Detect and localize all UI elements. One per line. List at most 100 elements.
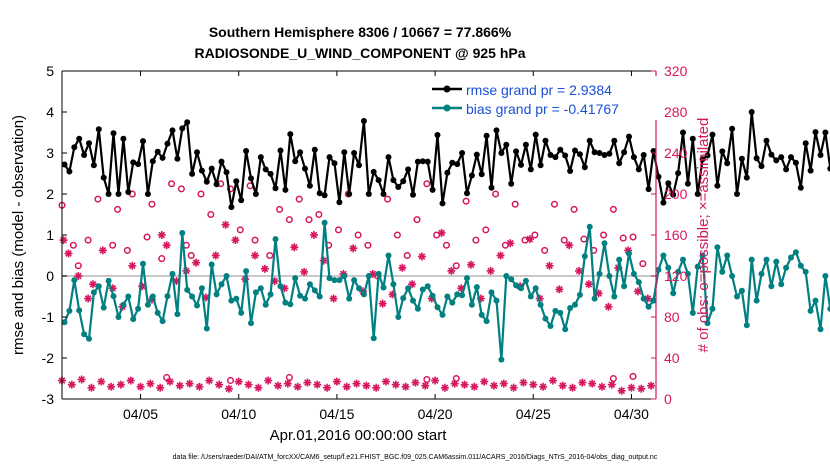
- rmse-point: [332, 160, 338, 166]
- rmse-point: [116, 191, 122, 197]
- obs-assimilated-marker: [166, 378, 174, 386]
- bias-point: [430, 293, 436, 299]
- obs-assimilated-marker: [496, 252, 504, 260]
- obs-assimilated-marker: [519, 379, 527, 387]
- bias-point: [435, 304, 441, 310]
- bias-point: [170, 271, 176, 277]
- bias-point: [621, 283, 627, 289]
- bias-point: [444, 294, 450, 300]
- bias-point: [199, 285, 205, 291]
- bias-point: [528, 294, 534, 300]
- legend-bias-marker: [444, 105, 451, 112]
- obs-assimilated-marker: [637, 385, 645, 393]
- obs-assimilated-marker: [392, 381, 400, 389]
- obs-assimilated-marker: [158, 231, 166, 239]
- rmse-point: [788, 154, 794, 160]
- bias-point: [822, 273, 828, 279]
- x-tick-label: 04/25: [516, 406, 551, 422]
- bias-point: [145, 302, 151, 308]
- bias-point: [184, 287, 190, 293]
- obs-assimilated-marker: [353, 380, 361, 388]
- bias-point: [312, 287, 318, 293]
- rmse-point: [307, 183, 313, 189]
- obs-assimilated-marker: [225, 385, 233, 393]
- bias-point: [150, 294, 156, 300]
- obs-assimilated-marker: [578, 379, 586, 387]
- rmse-point: [636, 166, 642, 172]
- rmse-point: [179, 125, 185, 131]
- rmse-point: [253, 191, 259, 197]
- bias-point: [253, 289, 259, 295]
- obs-assimilated-marker: [264, 377, 272, 385]
- bias-point: [597, 271, 603, 277]
- bias-point: [494, 298, 500, 304]
- bias-point: [376, 271, 382, 277]
- bias-point: [224, 273, 230, 279]
- rmse-point: [714, 183, 720, 189]
- obs-assimilated-marker: [163, 241, 171, 249]
- obs-assimilated-marker: [411, 379, 419, 387]
- bias-point: [361, 291, 367, 297]
- bias-point: [538, 302, 544, 308]
- obs-assimilated-marker: [362, 382, 370, 390]
- bias-point: [577, 292, 583, 298]
- rmse-point: [425, 159, 431, 165]
- obs-assimilated-marker: [310, 231, 318, 239]
- rmse-point: [813, 129, 819, 135]
- y-tick-label-left: 5: [46, 63, 54, 79]
- obs-assimilated-marker: [467, 261, 475, 269]
- obs-assimilated-marker: [212, 252, 220, 260]
- obs-assimilated-marker: [349, 244, 357, 252]
- bias-point: [91, 289, 97, 295]
- bias-point: [479, 312, 485, 318]
- bias-point: [503, 273, 509, 279]
- bias-point: [592, 296, 598, 302]
- rmse-point: [346, 191, 352, 197]
- bias-point: [543, 316, 549, 322]
- obs-assimilated-marker: [323, 384, 331, 392]
- y-tick-label-right: 120: [664, 268, 688, 284]
- rmse-point: [76, 136, 82, 142]
- bias-point: [96, 283, 102, 289]
- obs-assimilated-marker: [604, 303, 612, 311]
- rmse-point: [626, 134, 632, 140]
- rmse-point: [125, 189, 131, 195]
- rmse-point: [646, 186, 652, 192]
- obs-assimilated-marker: [490, 382, 498, 390]
- bias-point: [140, 261, 146, 267]
- rmse-point: [336, 199, 342, 205]
- rmse-point: [606, 151, 612, 157]
- bias-point: [788, 255, 794, 261]
- rmse-point: [395, 184, 401, 190]
- rmse-point: [81, 152, 87, 158]
- bias-point: [567, 305, 573, 311]
- bias-point: [174, 311, 180, 317]
- bias-point: [680, 257, 686, 263]
- obs-assimilated-marker: [438, 229, 446, 237]
- bias-point: [179, 230, 185, 236]
- bias-point: [71, 277, 77, 283]
- rmse-point: [798, 185, 804, 191]
- rmse-point: [219, 159, 225, 165]
- rmse-point: [754, 155, 760, 161]
- obs-assimilated-marker: [470, 383, 478, 391]
- bias-point: [611, 294, 617, 300]
- rmse-point: [430, 187, 436, 193]
- bias-point: [81, 331, 87, 337]
- obs-assimilated-marker: [598, 383, 606, 391]
- bias-point: [641, 296, 647, 302]
- bias-point: [582, 253, 588, 259]
- bias-point: [101, 305, 107, 311]
- bias-point: [587, 224, 593, 230]
- y-axis-label-right: # of obs: o=possible; ×=assimilated: [695, 118, 712, 353]
- bias-point: [557, 310, 563, 316]
- rmse-point: [641, 152, 647, 158]
- bias-point: [111, 293, 117, 299]
- obs-assimilated-marker: [343, 383, 351, 391]
- bias-point: [759, 271, 765, 277]
- rmse-point: [297, 149, 303, 155]
- bias-point: [798, 263, 804, 269]
- rmse-point: [557, 147, 563, 153]
- rmse-point: [111, 130, 117, 136]
